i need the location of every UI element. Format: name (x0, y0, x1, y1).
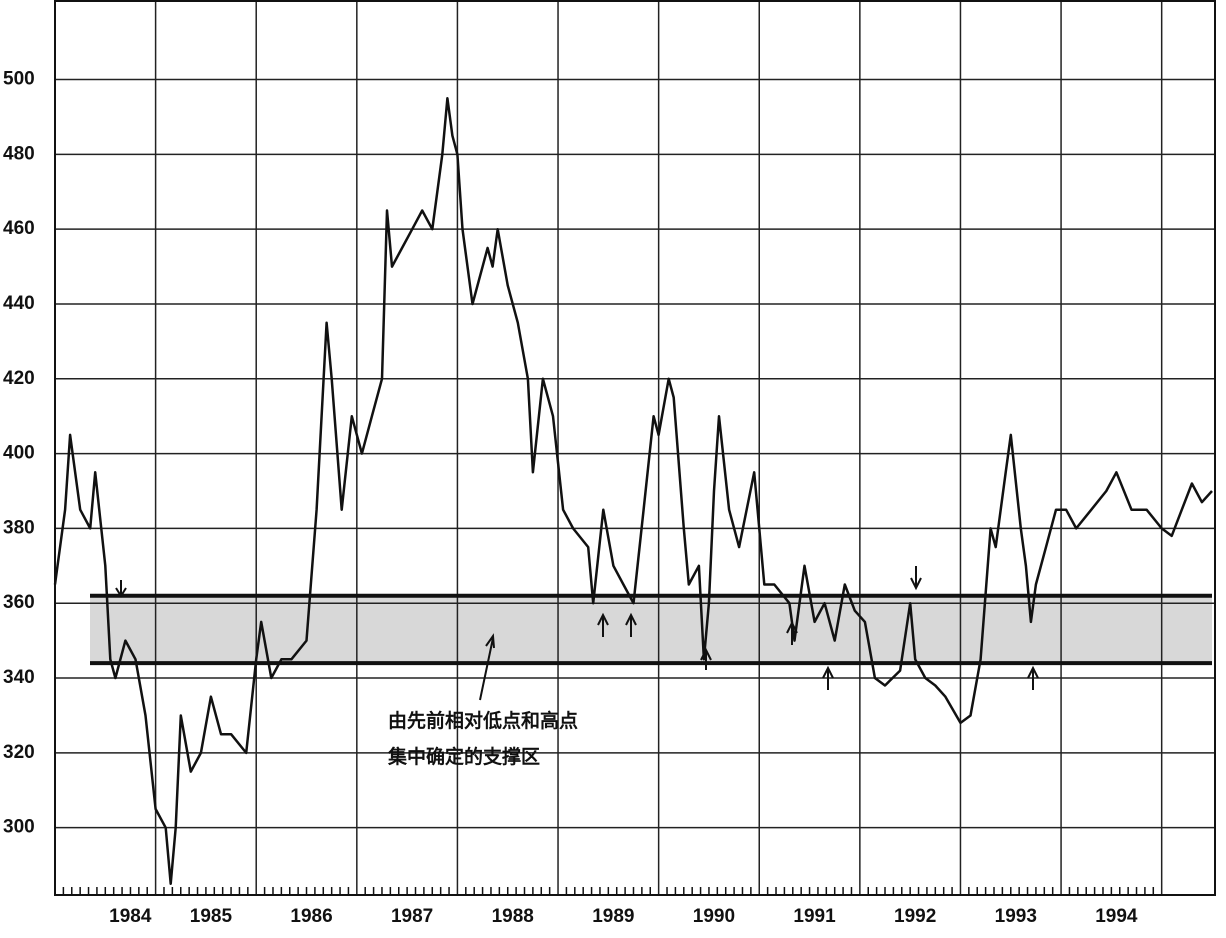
arrow (910, 566, 922, 591)
y-tick-label: 360 (3, 592, 35, 613)
arrow (786, 620, 798, 645)
y-tick-label: 400 (3, 443, 35, 464)
x-tick-label: 1992 (894, 906, 936, 927)
arrow (115, 580, 127, 598)
annotation-arrow (479, 633, 495, 701)
arrows (115, 566, 1039, 701)
x-tick-label: 1986 (290, 906, 332, 927)
price-line (53, 97, 1213, 886)
x-tick-label: 1984 (109, 906, 152, 927)
arrow (625, 612, 637, 637)
x-tick-label: 1988 (492, 906, 534, 927)
y-tick-label: 340 (3, 667, 35, 688)
x-tick-label: 1990 (693, 906, 735, 927)
x-tick-label: 1994 (1095, 906, 1138, 927)
arrow (822, 665, 834, 690)
x-tick-label: 1991 (793, 906, 836, 927)
y-tick-label: 380 (3, 517, 35, 538)
arrow (700, 647, 712, 670)
support-zone (90, 595, 1212, 664)
y-tick-label: 300 (3, 817, 35, 838)
arrow (1027, 665, 1039, 690)
y-tick-label: 440 (3, 293, 35, 314)
annotation-line: 由先前相对低点和高点 (388, 709, 578, 732)
x-tick-label: 1993 (995, 906, 1037, 927)
x-tick-label: 1985 (190, 906, 233, 927)
y-tick-label: 460 (3, 218, 35, 239)
y-tick-label: 320 (3, 742, 35, 763)
x-tick-label: 1987 (391, 906, 433, 927)
annotation-line: 集中确定的支撑区 (387, 745, 540, 768)
y-tick-label: 500 (3, 69, 35, 90)
y-tick-label: 420 (3, 368, 35, 389)
arrow (597, 612, 609, 637)
x-tick-label: 1989 (592, 906, 634, 927)
y-tick-label: 480 (3, 143, 35, 164)
plot-frame (54, 0, 1216, 896)
